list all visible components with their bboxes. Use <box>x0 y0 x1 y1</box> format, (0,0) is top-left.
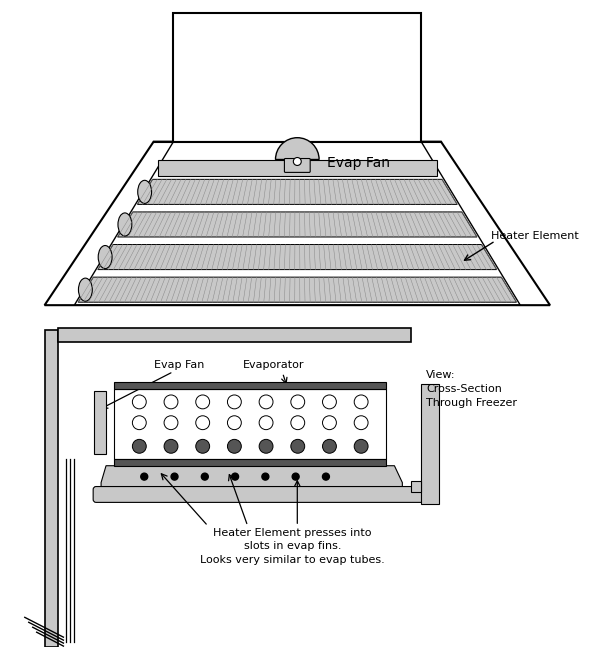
Circle shape <box>262 473 269 480</box>
Circle shape <box>202 473 208 480</box>
Circle shape <box>293 157 301 166</box>
Polygon shape <box>98 244 497 270</box>
Polygon shape <box>78 277 517 302</box>
Circle shape <box>171 473 178 480</box>
Circle shape <box>133 395 146 409</box>
FancyBboxPatch shape <box>284 159 310 172</box>
Circle shape <box>196 439 209 453</box>
Circle shape <box>164 416 178 430</box>
Circle shape <box>354 439 368 453</box>
Circle shape <box>291 439 305 453</box>
Circle shape <box>259 416 273 430</box>
Polygon shape <box>137 179 457 204</box>
Circle shape <box>227 395 241 409</box>
Bar <box>411 480 421 493</box>
Circle shape <box>196 395 209 409</box>
Ellipse shape <box>118 213 132 236</box>
Circle shape <box>259 439 273 453</box>
Bar <box>158 159 437 176</box>
Circle shape <box>141 473 148 480</box>
Bar <box>421 384 439 504</box>
Circle shape <box>323 395 337 409</box>
Circle shape <box>227 439 241 453</box>
Polygon shape <box>44 142 550 306</box>
Ellipse shape <box>98 246 112 268</box>
Circle shape <box>164 439 178 453</box>
Bar <box>173 13 421 142</box>
Text: Heater Element presses into
slots in evap fins.
Looks very similar to evap tubes: Heater Element presses into slots in eva… <box>200 528 385 565</box>
Text: Evap Fan: Evap Fan <box>327 157 390 170</box>
Circle shape <box>291 395 305 409</box>
Circle shape <box>323 439 337 453</box>
Text: Evap Fan: Evap Fan <box>154 359 204 370</box>
Text: Evaporator: Evaporator <box>243 359 304 370</box>
Bar <box>58 328 411 342</box>
Bar <box>114 459 386 465</box>
Text: View:
Cross-Section
Through Freezer: View: Cross-Section Through Freezer <box>426 370 517 408</box>
Circle shape <box>322 473 329 480</box>
Ellipse shape <box>79 278 92 301</box>
Circle shape <box>259 395 273 409</box>
Circle shape <box>232 473 239 480</box>
Circle shape <box>164 395 178 409</box>
Polygon shape <box>101 465 403 488</box>
Bar <box>44 330 58 647</box>
Circle shape <box>291 416 305 430</box>
Bar <box>94 391 106 454</box>
Ellipse shape <box>138 180 152 203</box>
Circle shape <box>133 416 146 430</box>
Circle shape <box>354 395 368 409</box>
FancyBboxPatch shape <box>93 487 427 502</box>
Bar <box>114 389 386 459</box>
Bar <box>114 382 386 389</box>
Circle shape <box>133 439 146 453</box>
Circle shape <box>292 473 299 480</box>
Circle shape <box>227 416 241 430</box>
Circle shape <box>354 416 368 430</box>
Wedge shape <box>275 138 319 159</box>
Polygon shape <box>118 212 477 237</box>
Circle shape <box>196 416 209 430</box>
Text: Heater Element: Heater Element <box>491 231 578 240</box>
Circle shape <box>323 416 337 430</box>
